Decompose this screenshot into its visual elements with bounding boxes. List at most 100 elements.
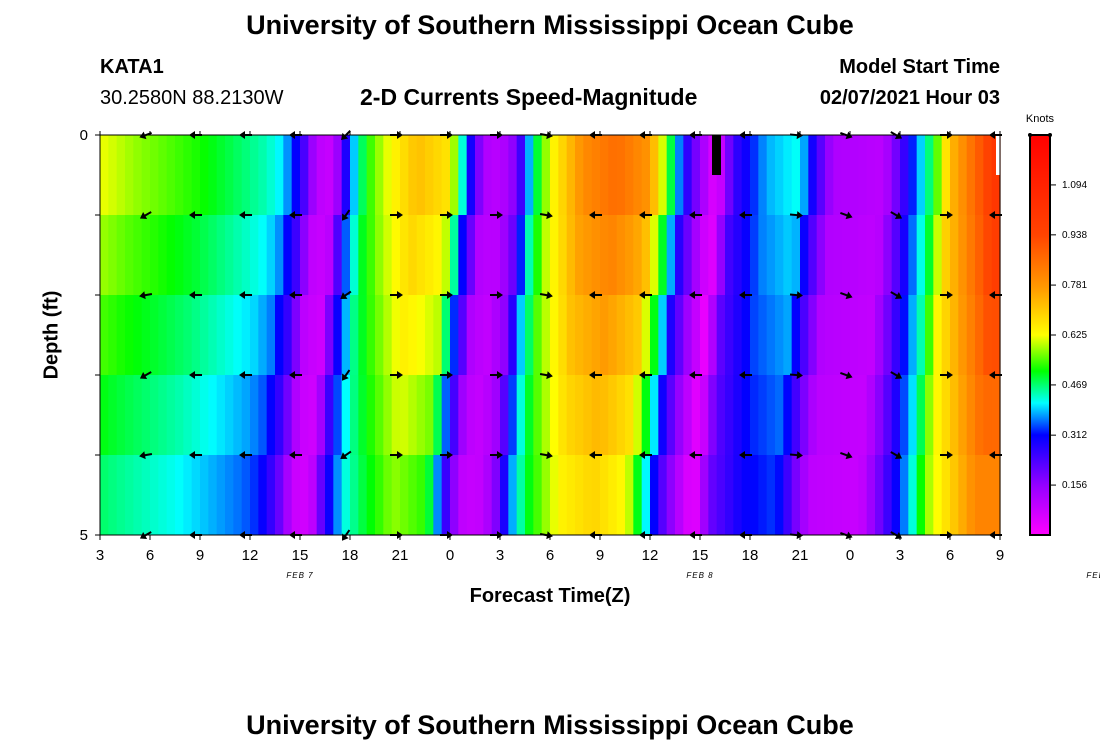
current-arrow — [139, 291, 153, 300]
heatmap-cell — [216, 215, 226, 296]
arrow-head — [845, 211, 853, 220]
heatmap-cell — [808, 215, 818, 296]
heatmap-cell — [783, 295, 793, 376]
arrow-head — [139, 291, 146, 300]
heatmap-cell — [616, 455, 626, 536]
heatmap-cell — [191, 135, 201, 216]
heatmap-cell — [875, 375, 884, 456]
heatmap-cell — [783, 375, 793, 456]
heatmap-cell — [608, 215, 618, 296]
heatmap-cell — [283, 215, 293, 296]
heatmap-cell — [416, 375, 426, 456]
heatmap-cell — [500, 295, 509, 376]
heatmap-cell — [266, 455, 276, 536]
colorbar-label: Knots — [1025, 113, 1055, 125]
heatmap-cell — [425, 375, 434, 456]
heatmap-cell — [141, 455, 151, 536]
heatmap-cell — [241, 135, 251, 216]
footer-title: University of Southern Mississippi Ocean… — [246, 710, 854, 740]
heatmap-cell — [241, 215, 251, 296]
heatmap-cell — [175, 455, 184, 536]
current-arrow — [840, 131, 853, 140]
current-arrow — [890, 291, 903, 299]
heatmap-cell — [475, 135, 484, 216]
heatmap-cell — [450, 455, 459, 536]
arrow-head — [947, 291, 953, 299]
current-arrow — [890, 131, 903, 139]
arrow-head — [894, 452, 903, 459]
heatmap-cell — [975, 375, 984, 456]
heatmap-cell — [391, 455, 401, 536]
current-arrow — [789, 211, 803, 220]
heatmap-cell — [300, 375, 309, 456]
arrow-head — [397, 211, 403, 219]
heatmap-cell — [416, 295, 426, 376]
arrow-head — [497, 451, 503, 459]
heatmap-cell — [841, 295, 851, 376]
heatmap-cell — [616, 215, 626, 296]
heatmap-cell — [175, 135, 184, 216]
arrow-head — [340, 452, 348, 460]
arrow-head — [546, 371, 553, 380]
heatmap-cell — [150, 455, 159, 536]
heatmap-cell — [825, 375, 834, 456]
heatmap-cell — [658, 455, 668, 536]
heatmap-cell — [758, 215, 768, 296]
heatmap-cell — [866, 295, 876, 376]
heatmap-cell — [325, 135, 334, 216]
current-arrow — [189, 211, 202, 219]
arrow-head — [589, 371, 595, 379]
arrow-head — [447, 211, 453, 219]
heatmap-cell — [558, 295, 568, 376]
heatmap-cell — [975, 295, 984, 376]
x-tick-label: 0 — [446, 547, 454, 564]
heatmap-cell — [158, 215, 168, 296]
heatmap-cell — [666, 295, 676, 376]
heatmap-cell — [883, 455, 893, 536]
heatmap-cell — [883, 135, 893, 216]
heatmap-cell — [150, 215, 159, 296]
heatmap-cell — [975, 215, 984, 296]
station-coords: 30.2580N 88.2130W — [100, 87, 284, 109]
heatmap-cell — [791, 215, 801, 296]
heatmap-cell — [475, 375, 484, 456]
heatmap-cell — [750, 215, 759, 296]
heatmap-cell — [466, 215, 476, 296]
y-tick-label: 0 — [80, 127, 88, 144]
current-arrow — [539, 451, 553, 460]
heatmap-cell — [725, 295, 734, 376]
heatmap-cell — [116, 295, 126, 376]
heatmap-cell — [200, 135, 209, 216]
heatmap-cell — [466, 135, 476, 216]
arrow-head — [340, 292, 348, 300]
heatmap-cell — [716, 455, 726, 536]
heatmap-cell — [250, 295, 259, 376]
x-tick-label: 18 — [742, 547, 759, 564]
arrow-head — [239, 371, 245, 379]
heatmap-cell — [383, 215, 393, 296]
heatmap-cell — [966, 135, 976, 216]
heatmap-cell — [358, 215, 368, 296]
heatmap-cell — [208, 215, 218, 296]
heatmap-cell — [425, 295, 434, 376]
heatmap-cell — [333, 215, 343, 296]
arrow-head — [845, 531, 853, 540]
heatmap-cell — [225, 375, 234, 456]
heatmap-cell — [425, 215, 434, 296]
heatmap-cell — [483, 135, 493, 216]
heatmap-cell — [816, 215, 826, 296]
current-arrow — [989, 291, 1002, 299]
heatmap-cell — [483, 455, 493, 536]
heatmap-cell — [333, 135, 343, 216]
heatmap-cell — [258, 295, 268, 376]
heatmap-cell — [541, 295, 551, 376]
heatmap-cell — [325, 375, 334, 456]
arrow-head — [689, 291, 695, 299]
current-arrow — [840, 291, 853, 300]
heatmap-cell — [700, 375, 709, 456]
heatmap-cell — [733, 455, 743, 536]
heatmap-cell — [208, 375, 218, 456]
speed-heatmap — [100, 135, 1001, 536]
heatmap-cell — [991, 455, 1001, 536]
arrow-head — [497, 211, 503, 219]
